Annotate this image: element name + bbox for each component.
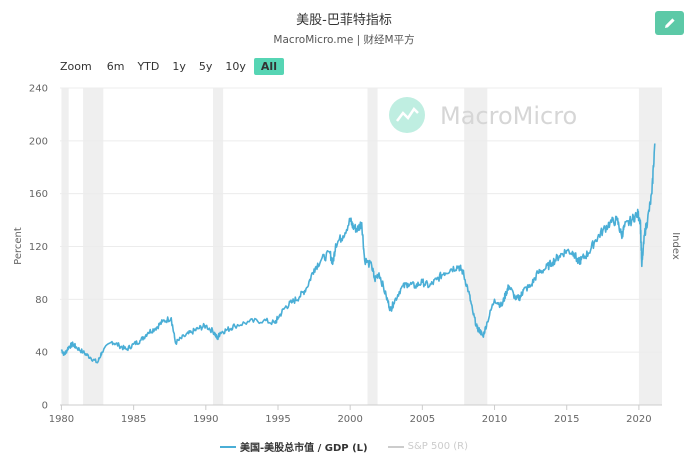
zoom-all-button[interactable]: All — [253, 57, 284, 75]
x-tick-label: 1990 — [193, 414, 218, 425]
legend-label: 美国-美股总市值 / GDP (L) — [240, 443, 368, 454]
zoom-label: Zoom — [60, 59, 92, 73]
y-tick-label: 120 — [29, 242, 48, 253]
x-tick-label: 2010 — [482, 414, 507, 425]
y-tick-label: 0 — [42, 401, 48, 412]
x-tick-label: 2020 — [626, 414, 651, 425]
zoom-5y-button[interactable]: 5y — [198, 59, 213, 73]
y-tick-label: 80 — [35, 295, 48, 306]
chart-subtitle: MacroMicro.me | 财经M平方 — [273, 34, 415, 46]
x-tick-label: 1985 — [121, 414, 146, 425]
macromicro-logo-icon — [389, 97, 425, 133]
legend-item-market-cap-gdp[interactable]: 美国-美股总市值 / GDP (L) — [220, 439, 368, 454]
legend-swatch — [387, 445, 404, 448]
x-tick-label: 1995 — [265, 414, 290, 425]
y-tick-label: 200 — [29, 136, 48, 147]
series-line-market-cap-gdp[interactable] — [60, 143, 656, 364]
y-axis-label: Percent — [13, 227, 24, 265]
legend: 美国-美股总市值 / GDP (L) S&P 500 (R) — [0, 439, 688, 454]
chart-title: 美股-巴菲特指标 — [296, 13, 392, 28]
legend-label: S&P 500 (R) — [407, 441, 468, 452]
legend-swatch — [220, 445, 236, 448]
x-tick-label: 2015 — [554, 414, 579, 425]
y-tick-label: 160 — [29, 189, 48, 200]
x-tick-label: 1980 — [49, 414, 74, 425]
x-tick-label: 2000 — [337, 414, 362, 425]
zoom-6m-button[interactable]: 6m — [106, 59, 125, 73]
y-tick-label: 240 — [29, 84, 48, 95]
edit-button[interactable] — [655, 11, 684, 35]
zoom-toolbar: Zoom 6m YTD 1y 5y 10y All — [60, 56, 287, 76]
macromicro-logo-mark — [396, 107, 419, 122]
zoom-1y-button[interactable]: 1y — [172, 59, 186, 73]
zoom-ytd-button[interactable]: YTD — [137, 59, 160, 73]
y-tick-label: 40 — [35, 348, 48, 359]
pencil-icon — [664, 18, 675, 28]
chart-area: MacroMicro 0 40 80 120 160 200 240 1980 1985 199… — [13, 84, 681, 426]
legend-item-sp500[interactable]: S&P 500 (R) — [387, 439, 468, 454]
zoom-10y-button[interactable]: 10y — [225, 59, 246, 73]
x-tick-label: 2005 — [410, 414, 435, 425]
watermark-text: MacroMicro — [440, 102, 577, 130]
watermark: MacroMicro — [389, 97, 577, 133]
y2-axis-label: Index — [670, 232, 681, 260]
